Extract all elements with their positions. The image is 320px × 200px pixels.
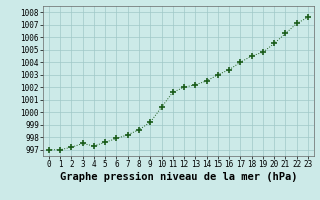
X-axis label: Graphe pression niveau de la mer (hPa): Graphe pression niveau de la mer (hPa) xyxy=(60,172,297,182)
